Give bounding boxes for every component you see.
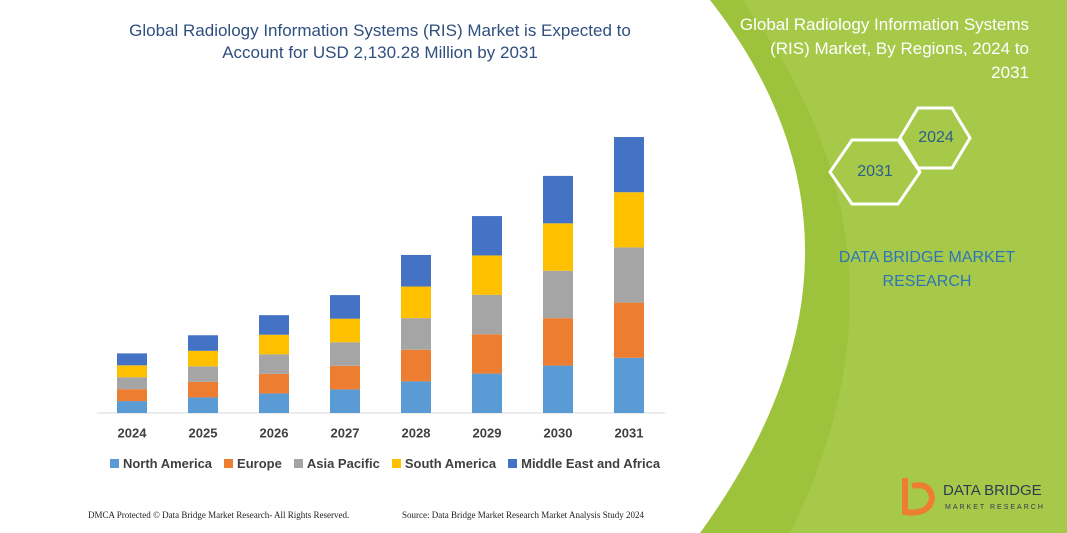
logo-text: DATA BRIDGE bbox=[943, 482, 1042, 499]
legend-label: Asia Pacific bbox=[306, 456, 380, 471]
bar-segment bbox=[188, 381, 218, 398]
legend: North America Europe Asia Pacific South Ame… bbox=[100, 456, 670, 471]
legend-item: Asia Pacific bbox=[293, 456, 380, 471]
bar-segment bbox=[614, 357, 644, 413]
side-panel-band bbox=[742, 0, 1067, 533]
x-tick-label: 2026 bbox=[260, 425, 289, 440]
bar-segment bbox=[614, 192, 644, 248]
bar-segment bbox=[401, 318, 431, 350]
bar-segment bbox=[188, 366, 218, 382]
legend-label: Middle East and Africa bbox=[521, 456, 661, 471]
bar-segment bbox=[543, 318, 573, 366]
panel-title: Global Radiology Information Systems (RI… bbox=[739, 15, 1029, 82]
bar-segment bbox=[543, 365, 573, 413]
legend-item: Europe bbox=[224, 456, 282, 471]
bar-segment bbox=[117, 353, 147, 366]
legend-item: North America bbox=[109, 456, 213, 471]
bar-segment bbox=[259, 354, 289, 374]
bar-segment bbox=[330, 389, 360, 413]
legend-label: Europe bbox=[237, 456, 282, 471]
bar-segment bbox=[401, 286, 431, 319]
bar-segment bbox=[472, 294, 502, 335]
bar-segment bbox=[259, 393, 289, 413]
bar-segment bbox=[472, 334, 502, 374]
bar-segment bbox=[614, 302, 644, 358]
bar-segment bbox=[472, 373, 502, 413]
bar-segment bbox=[117, 389, 147, 402]
footer-left: DMCA Protected © Data Bridge Market Rese… bbox=[88, 510, 350, 520]
legend-label: South America bbox=[404, 456, 497, 471]
bar-segment bbox=[188, 350, 218, 367]
bar-segment bbox=[259, 334, 289, 355]
logo-sub: MARKET RESEARCH bbox=[945, 504, 1045, 511]
bar-segment bbox=[330, 295, 360, 319]
legend-swatch bbox=[224, 459, 234, 468]
bar-segment bbox=[188, 335, 218, 351]
logo-mark bbox=[902, 478, 936, 516]
bar-segment bbox=[543, 175, 573, 224]
bar-segment bbox=[330, 318, 360, 343]
legend-item: South America bbox=[391, 456, 497, 471]
bar-segment bbox=[188, 397, 218, 413]
bar-segment bbox=[401, 381, 431, 413]
x-tick-label: 2028 bbox=[402, 425, 431, 440]
bar-segment bbox=[259, 315, 289, 335]
bar-segment bbox=[614, 247, 644, 303]
footer-right: Source: Data Bridge Market Research Mark… bbox=[402, 510, 644, 520]
bar-segment bbox=[259, 373, 289, 394]
badge-hex bbox=[828, 138, 922, 206]
bar-segment bbox=[330, 365, 360, 390]
x-tick-label: 2024 bbox=[118, 425, 148, 440]
bar-segment bbox=[401, 349, 431, 382]
bar-segment bbox=[117, 365, 147, 378]
badge-text: 2031 bbox=[857, 163, 893, 180]
x-tick-label: 2029 bbox=[473, 425, 502, 440]
x-tick-label: 2025 bbox=[189, 425, 218, 440]
bar-segment bbox=[614, 137, 644, 193]
legend-swatch bbox=[391, 459, 401, 468]
legend-swatch bbox=[109, 459, 119, 468]
x-tick-label: 2030 bbox=[544, 425, 573, 440]
bar-segment bbox=[472, 216, 502, 256]
legend-swatch bbox=[293, 459, 303, 468]
legend-swatch bbox=[508, 459, 518, 468]
legend-item: Middle East and Africa bbox=[508, 456, 660, 471]
chart-title: Global Radiology Information Systems (RI… bbox=[129, 21, 631, 62]
x-tick-label: 2031 bbox=[615, 425, 644, 440]
brand: DATA BRIDGE MARKET RESEARCH bbox=[838, 249, 1016, 290]
bar-segment bbox=[543, 223, 573, 271]
x-tick-label: 2027 bbox=[331, 425, 360, 440]
bar-segment bbox=[543, 270, 573, 319]
badge-text: 2024 bbox=[918, 129, 954, 146]
bar-segment bbox=[117, 401, 147, 413]
bar-segment bbox=[117, 377, 147, 390]
legend-label: North America bbox=[122, 456, 213, 471]
bar-segment bbox=[401, 254, 431, 287]
bar-segment bbox=[330, 342, 360, 366]
badge-hex bbox=[898, 106, 972, 170]
bar-segment bbox=[472, 255, 502, 295]
